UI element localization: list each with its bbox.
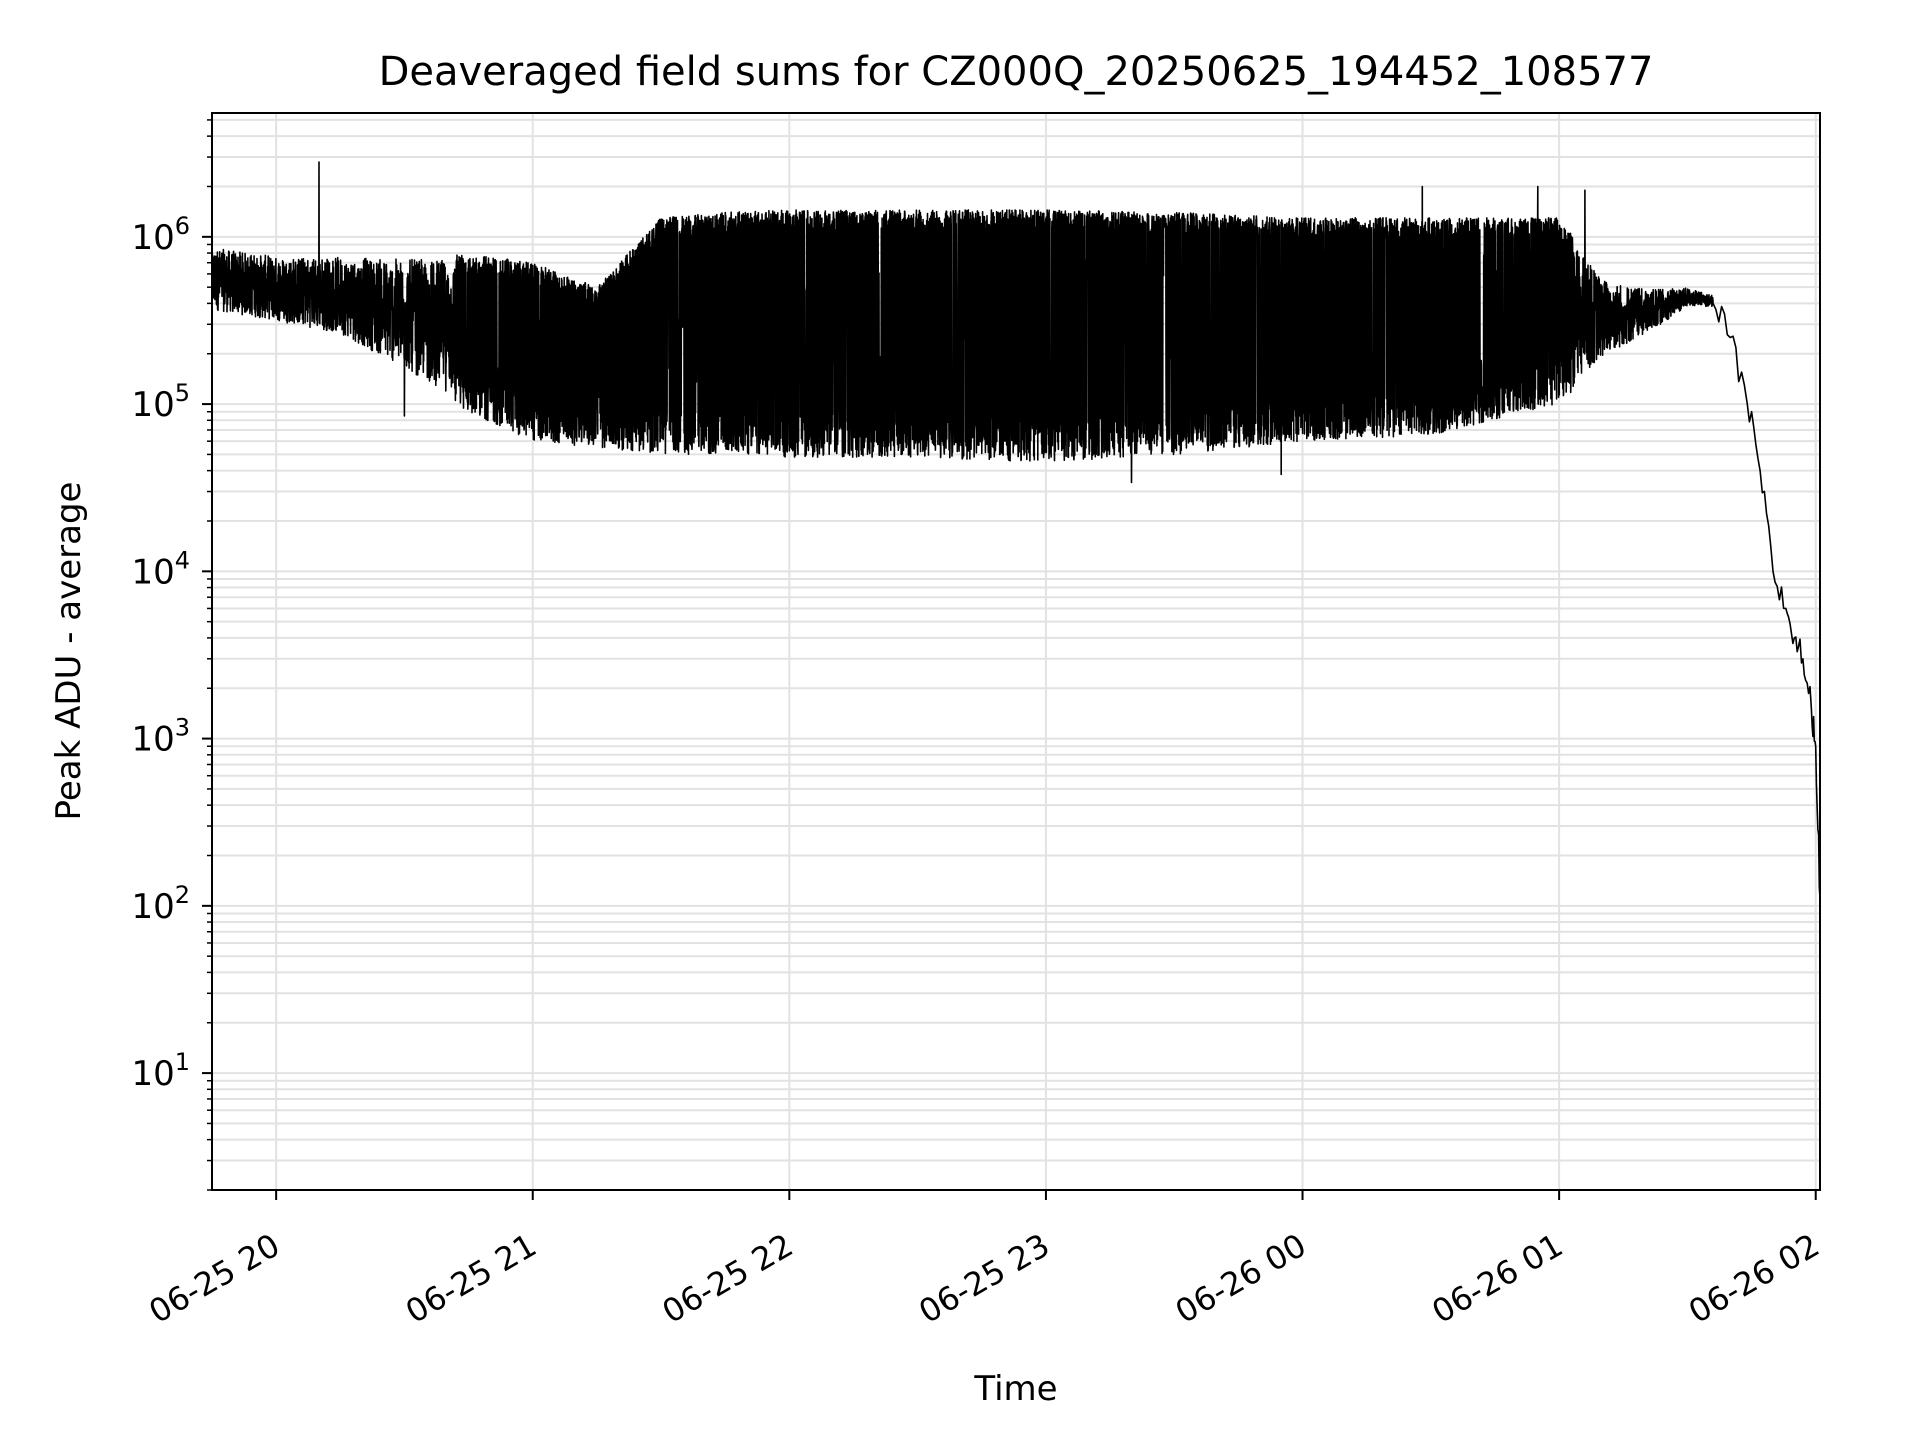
y-tick-label-exponent: 4 [175,546,190,574]
y-tick-label-base: 10 [131,720,174,760]
plot-frame [211,112,1821,1191]
y-axis-label: Peak ADU - average [49,482,89,821]
y-tick-label: 105 [131,379,190,425]
x-axis-label: Time [973,1369,1057,1409]
grid [212,113,1820,1191]
y-tick-label: 104 [131,546,190,592]
y-tick-label: 101 [131,1048,190,1094]
series-line [211,161,1821,899]
y-tick-label-exponent: 5 [175,379,190,407]
y-tick-label-base: 10 [131,887,174,927]
chart-title: Deaveraged field sums for CZ000Q_2025062… [379,49,1654,95]
y-tick-label-exponent: 1 [175,1048,190,1076]
y-tick-label-exponent: 2 [175,881,190,909]
y-tick-label-base: 10 [131,385,174,425]
y-tick-label-base: 10 [131,218,174,258]
y-tick-label-base: 10 [131,1054,174,1094]
y-tick-label: 102 [131,881,190,927]
y-tick-label: 103 [131,714,190,760]
y-tick-label-base: 10 [131,552,174,592]
y-tick-label-exponent: 3 [175,714,190,742]
y-tick-label-exponent: 6 [175,212,190,240]
series-layer [211,161,1821,899]
y-tick-label: 106 [131,212,190,258]
